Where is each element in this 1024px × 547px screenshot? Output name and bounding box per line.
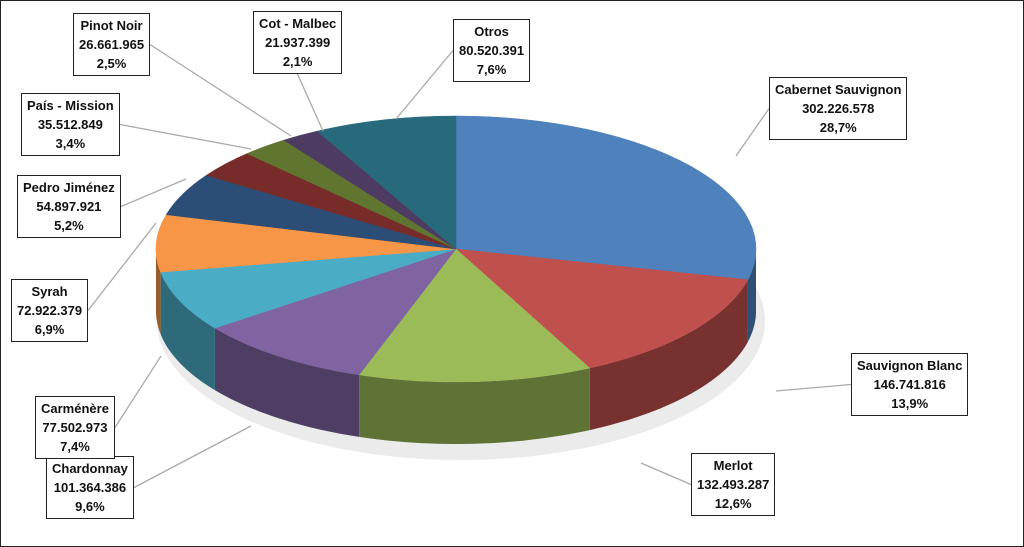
label-value-label: 21.937.399 bbox=[265, 35, 331, 50]
pie-slice-0 bbox=[455, 115, 757, 280]
pie-slice-1 bbox=[455, 248, 749, 369]
leader-line-7 bbox=[119, 123, 252, 150]
label-value-label: 146.741.816 bbox=[873, 377, 946, 392]
data-label: Pinot Noir 26.661.965 2,5% bbox=[73, 13, 151, 76]
leader-line-5 bbox=[87, 222, 157, 311]
label-value-label: 101.364.386 bbox=[53, 480, 127, 495]
label-name: Sauvignon Blanc bbox=[857, 358, 963, 373]
label-value-label: 72.922.379 bbox=[17, 303, 83, 318]
data-label: Syrah 72.922.379 6,9% bbox=[11, 279, 89, 342]
label-name: Otros bbox=[474, 24, 509, 39]
leader-line-2 bbox=[640, 462, 692, 486]
label-name: Syrah bbox=[31, 284, 68, 299]
label-pct-label: 2,5% bbox=[96, 56, 127, 71]
label-value-label: 132.493.287 bbox=[697, 477, 770, 492]
data-label: Pedro Jiménez 54.897.921 5,2% bbox=[17, 175, 121, 238]
label-value-label: 302.226.578 bbox=[802, 101, 875, 116]
data-label: País - Mission 35.512.849 3,4% bbox=[21, 93, 120, 156]
label-pct-label: 9,6% bbox=[75, 499, 105, 514]
label-name: Cabernet Sauvignon bbox=[775, 82, 902, 97]
pie-side-5 bbox=[156, 249, 161, 335]
leader-line-4 bbox=[114, 355, 162, 428]
leader-line-8 bbox=[149, 43, 292, 137]
leader-line-10 bbox=[395, 50, 454, 120]
data-label: Cot - Malbec 21.937.399 2,1% bbox=[253, 11, 343, 74]
pie-side-0 bbox=[747, 249, 756, 342]
label-pct-label: 2,1% bbox=[282, 54, 313, 69]
data-label: Cabernet Sauvignon 302.226.578 28,7% bbox=[769, 77, 908, 140]
leader-line-1 bbox=[775, 383, 852, 392]
leader-line-6 bbox=[120, 178, 187, 208]
data-label: Otros 80.520.391 7,6% bbox=[453, 19, 531, 82]
label-pct-label: 12,6% bbox=[714, 496, 752, 511]
leader-line-9 bbox=[296, 73, 324, 132]
label-pct-label: 6,9% bbox=[34, 322, 65, 337]
label-pct-label: 3,4% bbox=[55, 136, 86, 151]
label-name: Merlot bbox=[713, 458, 753, 473]
label-value-label: 80.520.391 bbox=[459, 43, 525, 58]
label-name: Chardonnay bbox=[52, 461, 128, 476]
label-value-label: 35.512.849 bbox=[37, 117, 103, 132]
label-pct-label: 7,6% bbox=[476, 62, 507, 77]
label-pct-label: 13,9% bbox=[891, 396, 929, 411]
pie-side-1 bbox=[589, 279, 748, 431]
pie-side-2 bbox=[359, 368, 590, 444]
label-name: Cot - Malbec bbox=[259, 16, 337, 31]
data-label: Sauvignon Blanc 146.741.816 13,9% bbox=[851, 353, 969, 416]
leader-line-0 bbox=[735, 108, 770, 157]
pie-slice-5 bbox=[155, 214, 457, 273]
label-value-label: 26.661.965 bbox=[79, 37, 145, 52]
data-label: Merlot 132.493.287 12,6% bbox=[691, 453, 776, 516]
pie-side-4 bbox=[160, 272, 215, 391]
pie-slice-2 bbox=[358, 248, 591, 383]
label-pct-label: 7,4% bbox=[60, 439, 90, 454]
label-value-label: 54.897.921 bbox=[36, 199, 102, 214]
pie-slice-10 bbox=[316, 115, 457, 250]
pie-slice-4 bbox=[160, 248, 457, 329]
label-value-label: 77.502.973 bbox=[42, 420, 108, 435]
label-name: Pedro Jiménez bbox=[23, 180, 115, 195]
label-pct-label: 5,2% bbox=[54, 218, 84, 233]
data-label: Chardonnay 101.364.386 9,6% bbox=[46, 456, 134, 519]
leader-line-3 bbox=[133, 425, 252, 489]
label-pct-label: 28,7% bbox=[819, 120, 857, 135]
label-name: Carménère bbox=[41, 401, 109, 416]
pie-side-3 bbox=[214, 328, 360, 437]
label-name: Pinot Noir bbox=[80, 18, 143, 33]
pie-slice-3 bbox=[214, 248, 457, 376]
label-name: País - Mission bbox=[27, 98, 114, 113]
data-label: Carménère 77.502.973 7,4% bbox=[35, 396, 115, 459]
